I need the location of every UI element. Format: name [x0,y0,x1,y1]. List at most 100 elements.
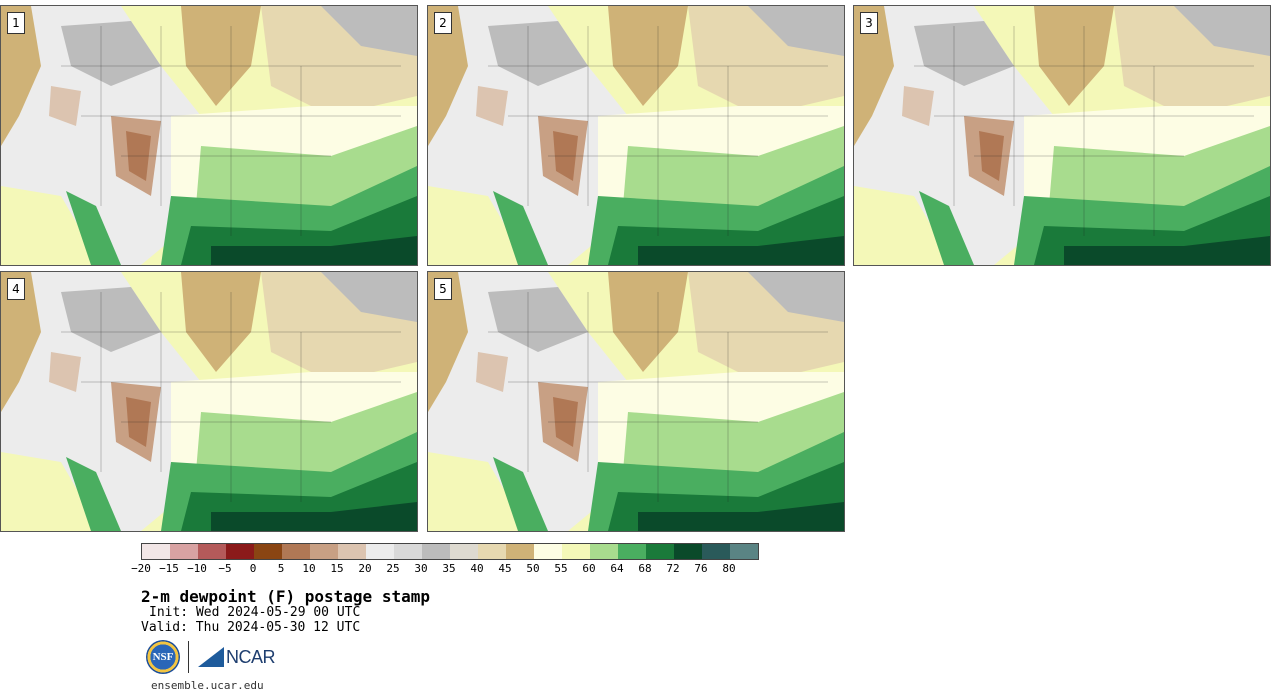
colorbar-segment [478,544,506,559]
colorbar-tick-label: 76 [694,562,708,575]
chart-title: 2-m dewpoint (F) postage stamp [141,587,430,606]
colorbar-segment [646,544,674,559]
northeast-region [748,272,844,322]
colorbar-segment [170,544,198,559]
member-panel-5: 5 [427,271,845,532]
pacific-coast-region [1,6,41,146]
gulf-of-california-region [66,457,121,531]
gulf-of-california-region [66,191,121,265]
southwest-ocean-region [1,186,101,265]
ncar-mark-icon [198,647,224,667]
pacific-coast-region [428,6,468,146]
southwest-ocean-region [428,186,528,265]
colorbar-tick-label: 45 [498,562,512,575]
northern-rockies-region [488,287,588,352]
gulf-of-california-region [919,191,974,265]
northern-rockies-region [488,21,588,86]
colorbar-segment [730,544,758,559]
gulf-of-mexico-region [638,502,844,531]
colorbar-segment [282,544,310,559]
member-panel-2: 2 [427,5,845,266]
state-border-lines [488,26,828,236]
great-basin-dry-region [49,86,81,126]
colorbar-tick-label: 15 [330,562,344,575]
colorbar-tick-label: −20 [131,562,151,575]
gulf-of-mexico-region [638,236,844,265]
northeast-region [748,6,844,56]
nsf-logo: NSF [146,640,180,674]
great-basin-dry-region [476,352,508,392]
colorbar-ticks: −20 −15 −10 −5 0 5 10 15 20 25 30 35 40 45 50 55 60 64 68 7… [131,562,761,578]
colorbar-tick-label: 72 [666,562,680,575]
northern-plains-region [608,272,688,372]
colorbar-tick-label: 55 [554,562,568,575]
member-label: 1 [7,12,25,34]
northern-rockies-region [61,21,161,86]
colorbar-segment [338,544,366,559]
dewpoint-map [428,6,844,265]
colorbar-tick-label: 50 [526,562,540,575]
state-border-lines [488,292,828,502]
southwest-ocean-region [854,186,954,265]
colorbar-segment [394,544,422,559]
northeast-region [1174,6,1270,56]
colorbar [141,543,759,560]
northern-rockies-region [914,21,1014,86]
ncar-logo-text: NCAR [226,646,276,667]
colorbar-tick-label: 35 [442,562,456,575]
colorbar-tick-label: 10 [302,562,316,575]
northern-rockies-region [61,287,161,352]
colorbar-segment [590,544,618,559]
colorbar-tick-label: 25 [386,562,400,575]
state-border-lines [914,26,1254,236]
pacific-coast-region [854,6,894,146]
site-url: ensemble.ucar.edu [151,679,264,692]
northern-plains-region [181,6,261,106]
nsf-logo-text: NSF [152,651,174,663]
northern-plains-region [1034,6,1114,106]
gulf-of-california-region [493,191,548,265]
colorbar-segment [618,544,646,559]
southwest-ocean-region [428,452,528,531]
colorbar-segment [562,544,590,559]
gulf-of-mexico-region [1064,236,1270,265]
colorbar-segment [198,544,226,559]
gulf-of-mexico-region [211,502,417,531]
northern-plains-region [608,6,688,106]
dewpoint-map [854,6,1270,265]
colorbar-segment [450,544,478,559]
pacific-coast-region [1,272,41,412]
colorbar-tick-label: −5 [218,562,232,575]
colorbar-tick-label: 0 [249,562,257,575]
pacific-coast-region [428,272,468,412]
colorbar-tick-label: 80 [722,562,736,575]
member-label: 4 [7,278,25,300]
member-label: 3 [860,12,878,34]
colorbar-tick-label: 68 [638,562,652,575]
member-panel-4: 4 [0,271,418,532]
member-panel-3: 3 [853,5,1271,266]
colorbar-segment [534,544,562,559]
colorbar-segment [702,544,730,559]
logos: NSF NCAR [146,639,276,675]
ncar-logo: NCAR [198,646,276,668]
colorbar-tick-label: 40 [470,562,484,575]
northeast-region [321,6,417,56]
valid-time: Valid: Thu 2024-05-30 12 UTC [141,620,361,635]
dewpoint-map [1,272,417,531]
great-basin-dry-region [476,86,508,126]
northeast-region [321,272,417,322]
colorbar-tick-label: 64 [610,562,624,575]
colorbar-tick-label: 30 [414,562,428,575]
colorbar-segment [674,544,702,559]
northern-plains-region [181,272,261,372]
dewpoint-map [428,272,844,531]
colorbar-tick-label: 20 [358,562,372,575]
colorbar-segment [366,544,394,559]
colorbar-segment [254,544,282,559]
colorbar-tick-label: 60 [582,562,596,575]
colorbar-segment [310,544,338,559]
gulf-of-mexico-region [211,236,417,265]
gulf-of-california-region [493,457,548,531]
state-border-lines [61,292,401,502]
